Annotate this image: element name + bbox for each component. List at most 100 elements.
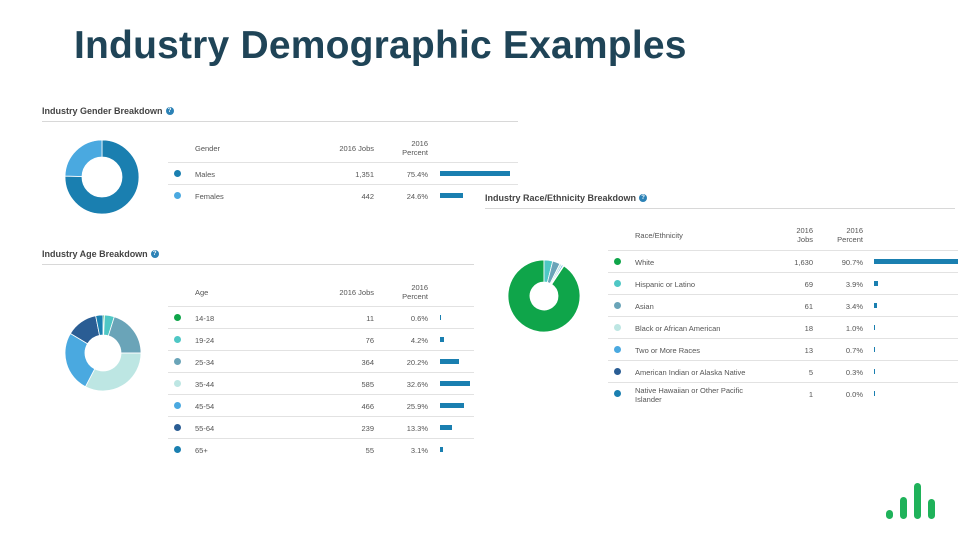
race-row-percent: 0.7% (845, 346, 863, 355)
age-row-label: 35-44 (195, 380, 215, 389)
race-row-percent: 0.3% (845, 368, 863, 377)
gender-row-jobs: 1,351 (355, 170, 374, 179)
legend-dot-icon (174, 314, 181, 321)
legend-dot-icon (614, 280, 621, 287)
gender-divider (42, 121, 518, 122)
gender-table: Gender 2016 Jobs 2016 Percent Males 1,35… (168, 138, 518, 208)
age-row-label: 45-54 (195, 402, 215, 411)
age-row-jobs: 55 (365, 446, 374, 455)
gender-bar-males (440, 171, 511, 176)
race-table-row: Black or African American 18 1.0% (608, 316, 958, 339)
race-donut-chart (507, 259, 581, 333)
gender-section-title-text: Industry Gender Breakdown (42, 106, 163, 116)
race-row-jobs: 5 (808, 368, 813, 377)
age-row-label: 25-34 (195, 358, 215, 367)
gender-donut-chart (64, 139, 140, 215)
age-row-percent: 13.3% (406, 424, 428, 433)
age-table-row: 25-34 364 20.2% (168, 350, 474, 373)
race-row-bar (874, 347, 875, 352)
race-donut-slice-0 (507, 259, 581, 333)
race-row-percent: 0.0% (845, 390, 863, 399)
age-row-label: 65+ (195, 446, 208, 455)
race-table-row: Two or More Races 13 0.7% (608, 338, 958, 361)
gender-donut-slice-1 (64, 139, 103, 177)
age-row-label: 14-18 (195, 314, 215, 323)
race-divider (485, 208, 955, 209)
race-row-percent: 1.0% (845, 324, 863, 333)
legend-dot-icon (174, 380, 181, 387)
gender-header-jobs: 2016 Jobs (339, 144, 374, 153)
age-row-bar (440, 403, 465, 408)
race-row-bar (874, 369, 875, 374)
age-row-bar (440, 337, 444, 342)
age-table-row: 14-18 11 0.6% (168, 306, 474, 329)
gender-header-pct-line2: Percent (402, 148, 428, 157)
age-row-jobs: 11 (366, 314, 374, 323)
gender-bar-females (440, 193, 463, 198)
gender-row-males: Males 1,351 75.4% (168, 162, 518, 185)
age-table-row: 65+ 55 3.1% (168, 438, 474, 461)
age-header-pct-line1: 2016 (411, 283, 428, 292)
race-table-row: Asian 61 3.4% (608, 294, 958, 317)
race-row-percent: 3.9% (845, 280, 863, 289)
race-row-jobs: 1 (808, 390, 813, 399)
age-help-icon[interactable]: ? (150, 250, 159, 258)
legend-dot-icon (174, 358, 181, 365)
gender-row-females: Females 442 24.6% (168, 184, 518, 207)
age-section-title: Industry Age Breakdown ? (42, 249, 159, 259)
age-donut-slice-6 (95, 314, 104, 336)
age-donut-chart (64, 314, 142, 392)
race-help-icon[interactable]: ? (639, 194, 648, 202)
race-row-label: Native Hawaiian or Other Pacific (635, 386, 743, 395)
age-row-jobs: 364 (361, 358, 374, 367)
age-row-percent: 4.2% (410, 336, 428, 345)
age-donut-slice-3 (84, 352, 142, 392)
age-table-row: 19-24 76 4.2% (168, 328, 474, 351)
age-row-label: 19-24 (195, 336, 215, 345)
race-header-jobs-line2: Jobs (797, 235, 813, 244)
gender-row-percent: 24.6% (406, 192, 428, 201)
legend-dot-icon (614, 390, 621, 397)
legend-dot-icon (614, 302, 621, 309)
age-row-percent: 25.9% (406, 402, 428, 411)
race-row-jobs: 61 (804, 302, 813, 311)
race-row-label: Two or More Races (635, 346, 701, 355)
gender-header-label: Gender (195, 144, 221, 153)
race-header-pct-line2: Percent (837, 235, 863, 244)
legend-dot-icon (614, 346, 621, 353)
legend-dot-icon (174, 192, 181, 199)
age-table-row: 45-54 466 25.9% (168, 394, 474, 417)
legend-dot-icon (614, 368, 621, 375)
age-row-jobs: 239 (361, 424, 374, 433)
race-row-label: Asian (635, 302, 654, 311)
legend-dot-icon (174, 170, 181, 177)
race-row-label: American Indian or Alaska Native (635, 368, 746, 377)
gender-help-icon[interactable]: ? (165, 107, 174, 115)
legend-dot-icon (174, 424, 181, 431)
legend-dot-icon (614, 258, 621, 265)
age-row-bar (440, 359, 459, 364)
gender-header-pct-line1: 2016 (411, 139, 428, 148)
age-row-jobs: 585 (361, 380, 374, 389)
gender-row-jobs: 442 (361, 192, 374, 201)
age-divider (42, 264, 474, 265)
race-table-row: Hispanic or Latino 69 3.9% (608, 272, 958, 295)
age-row-jobs: 76 (365, 336, 374, 345)
age-row-jobs: 466 (361, 402, 374, 411)
race-table-row: Native Hawaiian or Other Pacific Islander… (608, 382, 958, 405)
race-row-bar (874, 391, 875, 396)
legend-dot-icon (174, 336, 181, 343)
age-row-bar (440, 425, 453, 430)
race-header-jobs-line1: 2016 (796, 226, 813, 235)
slide-title: Industry Demographic Examples (74, 24, 687, 67)
gender-section-title: Industry Gender Breakdown ? (42, 106, 174, 116)
race-table: Race/Ethnicity 2016 Jobs 2016 Percent Wh… (608, 224, 959, 414)
race-section-title-text: Industry Race/Ethnicity Breakdown (485, 193, 637, 203)
age-donut-slice-2 (107, 316, 142, 354)
age-table-row: 35-44 585 32.6% (168, 372, 474, 395)
bar-chart-logo-icon (886, 483, 938, 519)
legend-dot-icon (174, 402, 181, 409)
race-row-bar (874, 325, 875, 330)
age-row-bar (440, 315, 441, 320)
race-section-title: Industry Race/Ethnicity Breakdown ? (485, 193, 648, 203)
